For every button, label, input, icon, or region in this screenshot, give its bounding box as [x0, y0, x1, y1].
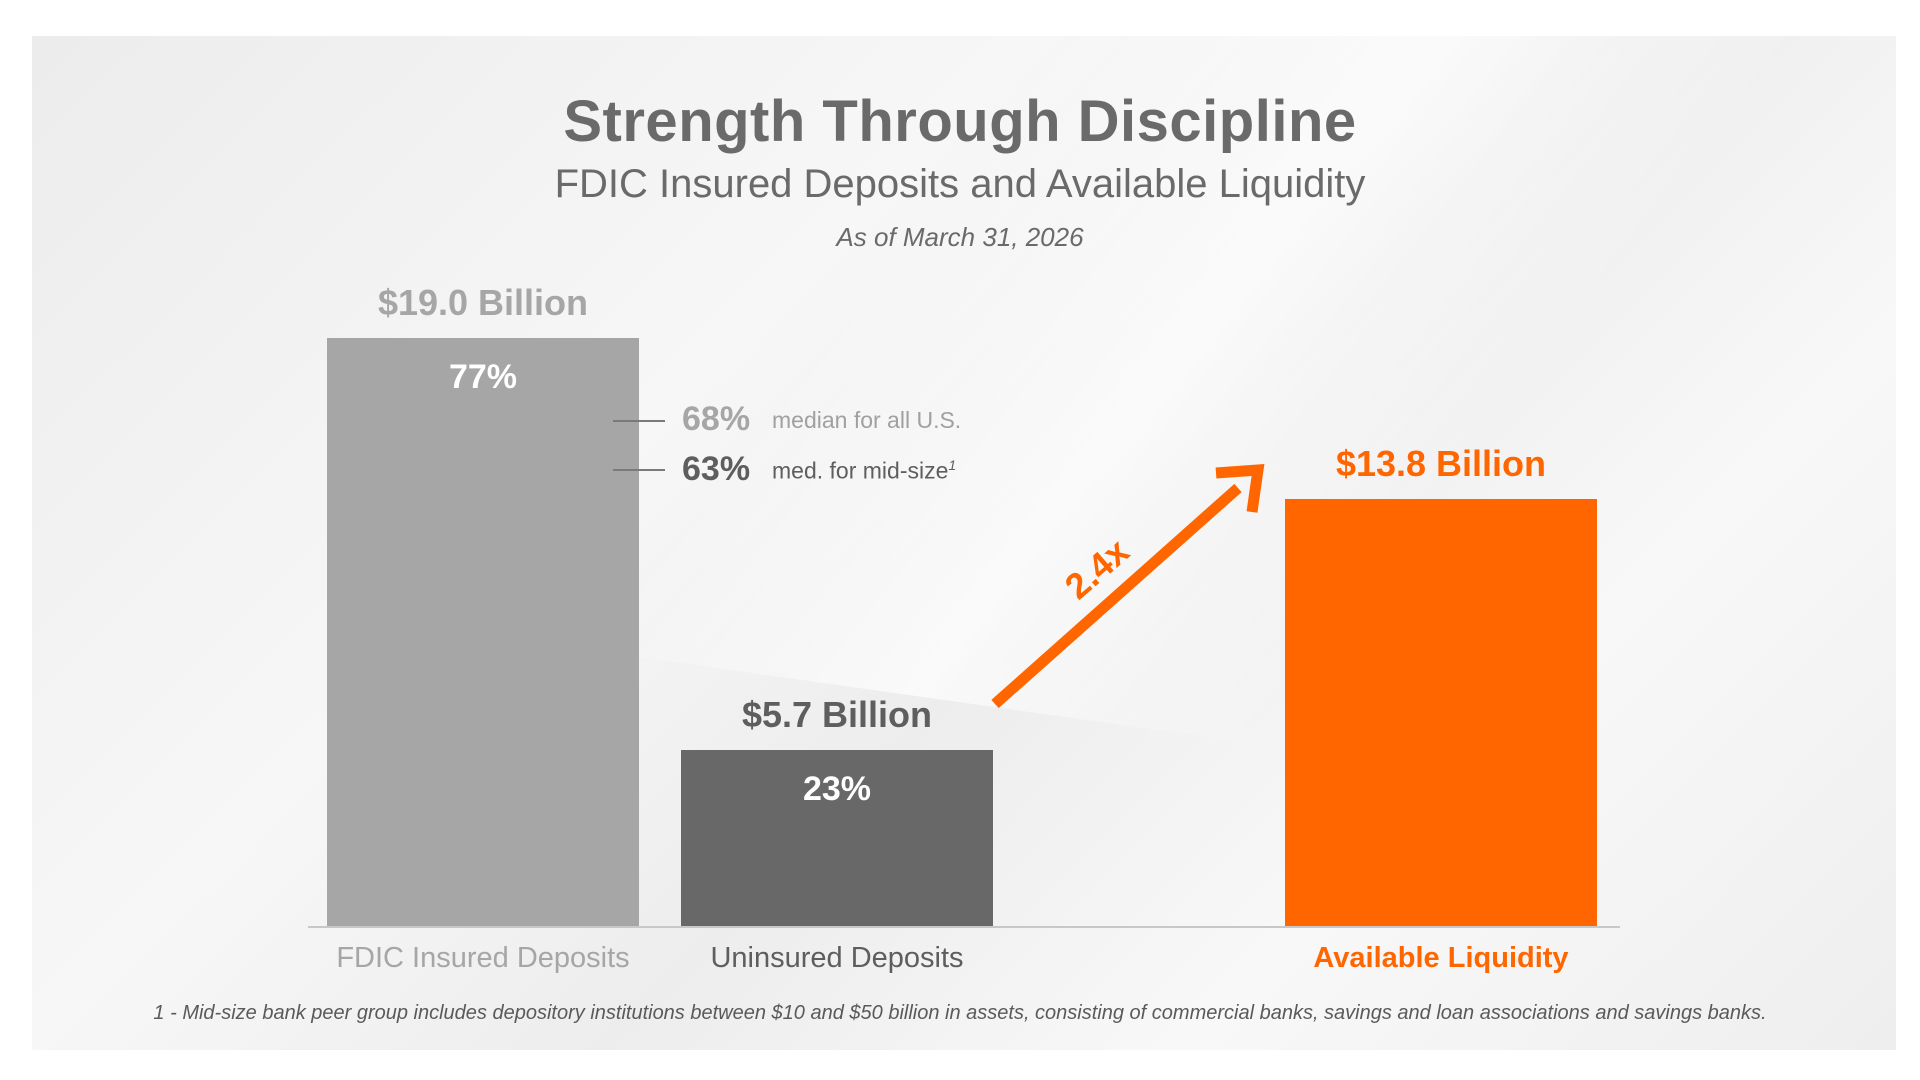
footnote: 1 - Mid-size bank peer group includes de… [153, 1002, 1767, 1024]
value-label-available-liquidity: $13.8 Billion [1335, 442, 1547, 484]
percent-label-uninsured: 23% [802, 769, 872, 808]
x-axis-baseline [308, 926, 1620, 928]
growth-arrow-head [1215, 464, 1265, 513]
benchmark-value-all-us: 68% [682, 400, 751, 438]
bar-available-liquidity [1285, 498, 1597, 926]
bar-fdic-insured [327, 338, 639, 926]
bar-uninsured [681, 749, 993, 926]
benchmark-text-all-us: median for all U.S. [772, 407, 962, 433]
category-label-uninsured: Uninsured Deposits [710, 942, 964, 974]
benchmark-text-mid-size-label: med. for mid-size [772, 457, 949, 484]
value-label-uninsured: $5.7 Billion [741, 693, 933, 735]
percent-label-fdic-insured: 77% [448, 358, 518, 396]
benchmark-line-mid-size [613, 469, 665, 471]
category-label-fdic-insured: FDIC Insured Deposits [336, 942, 630, 974]
benchmark-text-mid-size: med. for mid-size1 [772, 457, 956, 485]
footnote-marker: 1 [948, 457, 957, 473]
chart-title: Strength Through Discipline [563, 89, 1357, 154]
growth-arrow-shaft [991, 483, 1242, 709]
benchmark-line-all-us [613, 420, 665, 422]
benchmark-value-mid-size: 63% [682, 450, 751, 488]
as-of-date: As of March 31, 2026 [836, 222, 1084, 252]
value-label-fdic-insured: $19.0 Billion [377, 282, 589, 323]
chart-subtitle: FDIC Insured Deposits and Available Liqu… [554, 162, 1366, 206]
category-label-available-liquidity: Available Liquidity [1313, 942, 1569, 974]
